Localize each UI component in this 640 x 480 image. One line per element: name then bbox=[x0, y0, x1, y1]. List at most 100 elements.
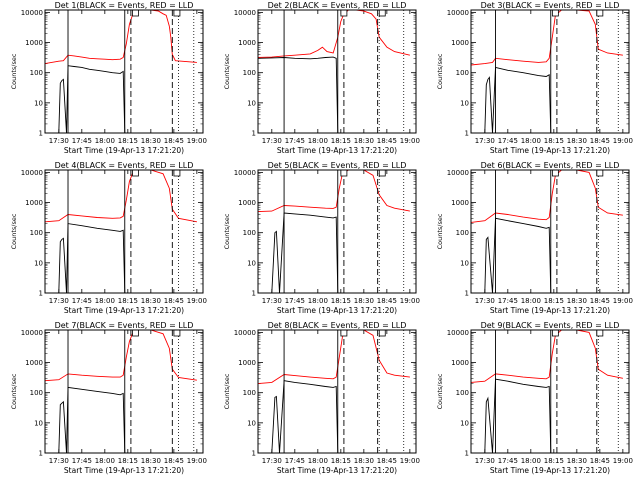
x-axis-label: Start Time (19-Apr-13 17:21:20) bbox=[277, 466, 397, 475]
y-axis-label: Counts/sec bbox=[436, 53, 444, 89]
plot-frame bbox=[257, 169, 417, 294]
x-tick-label: 18:30 bbox=[567, 137, 587, 145]
events-series-line bbox=[58, 223, 126, 293]
y-tick-label: 100 bbox=[456, 229, 469, 237]
lld-series-line bbox=[45, 170, 197, 223]
panel-title: Det 7(BLACK = Events, RED = LLD bbox=[55, 321, 194, 330]
x-axis-label: Start Time (19-Apr-13 17:21:20) bbox=[64, 146, 184, 155]
x-tick-label: 18:15 bbox=[118, 457, 138, 465]
y-axis-label: Counts/sec bbox=[223, 213, 231, 249]
detector-panel-3: Det 3(BLACK = Events, RED = LLD Counts/se… bbox=[436, 1, 633, 155]
y-tick-label: 10 bbox=[460, 259, 469, 267]
box-marker bbox=[132, 169, 139, 177]
y-tick-label: 100 bbox=[243, 389, 256, 397]
x-axis-label: Start Time (19-Apr-13 17:21:20) bbox=[490, 146, 610, 155]
panel-title: Det 2(BLACK = Events, RED = LLD bbox=[268, 1, 407, 10]
x-tick-label: 18:15 bbox=[331, 297, 351, 305]
y-tick-label: 100 bbox=[30, 229, 43, 237]
x-tick-label: 18:45 bbox=[164, 297, 184, 305]
x-tick-label: 19:00 bbox=[400, 457, 420, 465]
x-axis-label: Start Time (19-Apr-13 17:21:20) bbox=[64, 466, 184, 475]
x-tick-label: 18:30 bbox=[567, 457, 587, 465]
x-tick-label: 19:00 bbox=[400, 297, 420, 305]
x-tick-label: 18:45 bbox=[590, 137, 610, 145]
x-tick-label: 18:00 bbox=[95, 297, 115, 305]
lld-series-line bbox=[45, 10, 197, 65]
plot-frame bbox=[44, 9, 204, 134]
x-tick-label: 17:30 bbox=[262, 457, 282, 465]
events-series-line bbox=[258, 56, 339, 133]
x-tick-label: 18:15 bbox=[544, 457, 564, 465]
lld-series-line bbox=[258, 330, 410, 385]
x-tick-label: 19:00 bbox=[187, 297, 207, 305]
y-tick-label: 10000 bbox=[234, 169, 256, 177]
x-tick-label: 17:30 bbox=[475, 137, 495, 145]
y-axis-label: Counts/sec bbox=[436, 213, 444, 249]
x-tick-label: 17:30 bbox=[262, 137, 282, 145]
box-marker bbox=[173, 9, 181, 17]
detector-panel-6: Det 6(BLACK = Events, RED = LLD Counts/se… bbox=[436, 161, 633, 315]
panel-title: Det 3(BLACK = Events, RED = LLD bbox=[481, 1, 620, 10]
x-tick-label: 18:45 bbox=[164, 457, 184, 465]
y-tick-label: 10 bbox=[247, 259, 256, 267]
y-tick-label: 10000 bbox=[21, 9, 43, 17]
y-tick-label: 1 bbox=[465, 290, 469, 298]
y-axis-label: Counts/sec bbox=[10, 53, 18, 89]
y-tick-label: 1000 bbox=[238, 199, 256, 207]
box-marker bbox=[551, 169, 559, 177]
x-tick-label: 17:45 bbox=[285, 457, 305, 465]
x-tick-label: 18:45 bbox=[590, 297, 610, 305]
lld-series-line bbox=[258, 170, 410, 213]
box-marker bbox=[378, 9, 386, 17]
events-series-line bbox=[271, 380, 339, 453]
x-tick-label: 17:30 bbox=[49, 137, 69, 145]
x-axis-label: Start Time (19-Apr-13 17:21:20) bbox=[64, 306, 184, 315]
y-tick-label: 1000 bbox=[451, 359, 469, 367]
box-marker bbox=[340, 9, 348, 17]
y-tick-label: 1 bbox=[252, 450, 256, 458]
x-tick-label: 18:00 bbox=[308, 457, 328, 465]
y-tick-label: 1 bbox=[39, 450, 43, 458]
box-marker bbox=[551, 329, 559, 337]
lld-series-line bbox=[471, 10, 623, 66]
x-tick-label: 17:30 bbox=[49, 457, 69, 465]
x-tick-label: 18:00 bbox=[95, 137, 115, 145]
detector-panel-5: Det 5(BLACK = Events, RED = LLD Counts/se… bbox=[223, 161, 420, 315]
box-marker bbox=[596, 9, 604, 17]
lld-series-line bbox=[258, 10, 411, 58]
x-tick-label: 18:00 bbox=[308, 137, 328, 145]
x-tick-label: 18:45 bbox=[377, 457, 397, 465]
y-tick-label: 10 bbox=[247, 419, 256, 427]
detector-panel-7: Det 7(BLACK = Events, RED = LLD Counts/se… bbox=[10, 321, 207, 475]
y-tick-label: 10 bbox=[34, 259, 43, 267]
x-tick-label: 17:45 bbox=[498, 457, 518, 465]
y-tick-label: 10 bbox=[460, 99, 469, 107]
box-marker bbox=[132, 9, 139, 17]
y-tick-label: 10000 bbox=[21, 169, 43, 177]
y-tick-label: 10000 bbox=[234, 9, 256, 17]
detector-panel-4: Det 4(BLACK = Events, RED = LLD Counts/se… bbox=[10, 161, 207, 315]
x-axis-label: Start Time (19-Apr-13 17:21:20) bbox=[277, 306, 397, 315]
events-series-line bbox=[58, 386, 126, 453]
y-axis-label: Counts/sec bbox=[10, 213, 18, 249]
x-tick-label: 18:15 bbox=[118, 297, 138, 305]
y-tick-label: 10 bbox=[34, 419, 43, 427]
x-tick-label: 18:30 bbox=[354, 297, 374, 305]
x-tick-label: 18:45 bbox=[164, 137, 184, 145]
x-tick-label: 18:00 bbox=[308, 297, 328, 305]
x-tick-label: 19:00 bbox=[613, 457, 633, 465]
box-marker bbox=[378, 169, 386, 177]
y-tick-label: 100 bbox=[456, 69, 469, 77]
y-axis-label: Counts/sec bbox=[223, 373, 231, 409]
events-series-line bbox=[484, 378, 552, 453]
panel-title: Det 4(BLACK = Events, RED = LLD bbox=[55, 161, 194, 170]
box-marker bbox=[340, 169, 348, 177]
y-tick-label: 1000 bbox=[25, 199, 43, 207]
x-tick-label: 19:00 bbox=[187, 457, 207, 465]
y-tick-label: 1000 bbox=[238, 359, 256, 367]
y-tick-label: 1 bbox=[252, 130, 256, 138]
x-tick-label: 18:00 bbox=[521, 457, 541, 465]
y-tick-label: 1000 bbox=[238, 39, 256, 47]
x-tick-label: 17:45 bbox=[498, 137, 518, 145]
